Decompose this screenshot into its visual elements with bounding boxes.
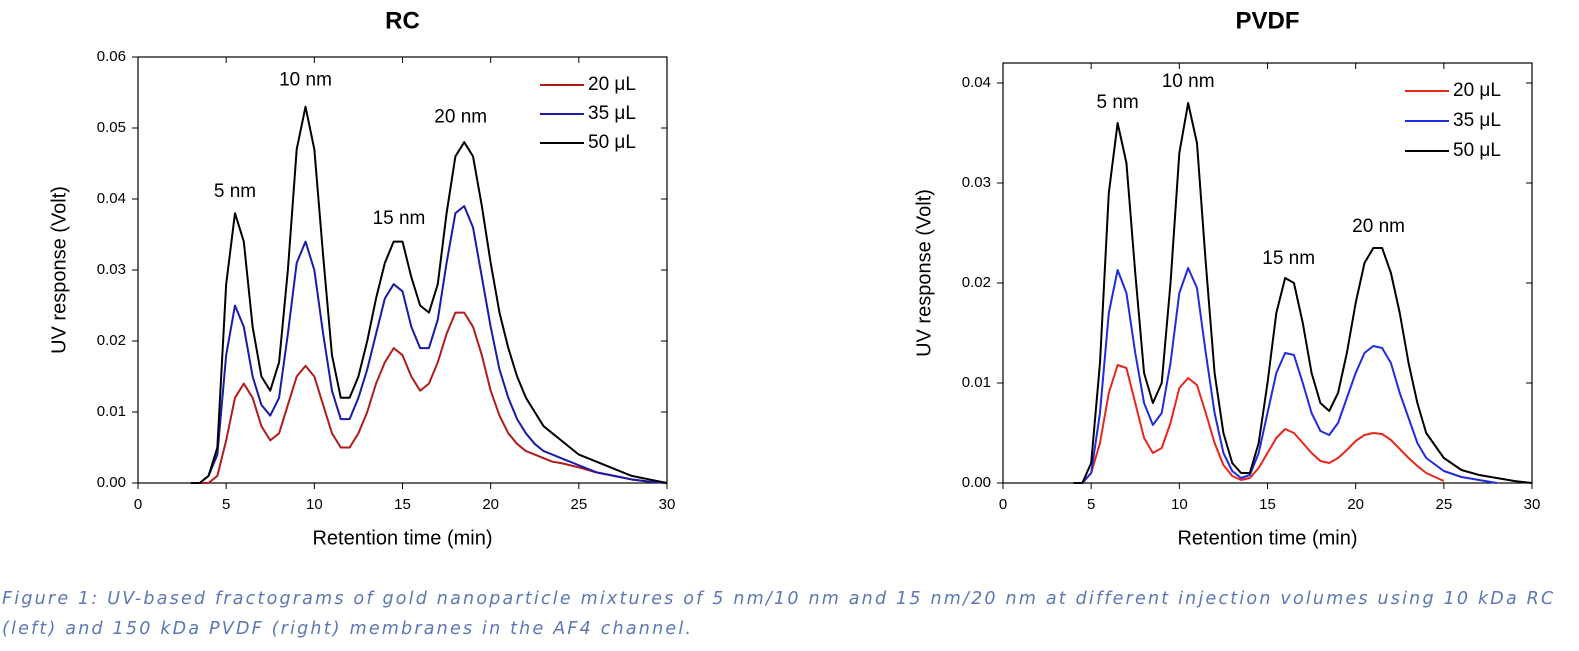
x-tick-label: 0 (134, 496, 142, 513)
y-tick-label: 0.04 (962, 74, 991, 91)
y-tick-label: 0.03 (962, 174, 991, 191)
legend-label: 20 μL (1453, 80, 1501, 101)
y-tick-label: 0.05 (97, 119, 126, 136)
x-tick-label: 10 (1171, 496, 1188, 513)
x-tick-label: 5 (222, 496, 230, 513)
y-axis-label: UV response (Volt) (913, 189, 935, 357)
chart-title: PVDF (1235, 7, 1299, 34)
caption: Figure 1: UV-based fractograms of gold n… (2, 589, 1556, 639)
y-tick-label: 0.03 (97, 261, 126, 278)
x-tick-label: 15 (394, 496, 411, 513)
x-tick-label: 25 (1435, 496, 1452, 513)
series-line (1073, 267, 1497, 484)
series-line (190, 205, 668, 484)
peak-annotation: 15 nm (373, 208, 426, 229)
x-tick-label: 20 (1347, 496, 1364, 513)
y-tick-label: 0.04 (97, 190, 126, 207)
peak-annotation: 15 nm (1262, 248, 1315, 269)
y-tick-label: 0.00 (97, 474, 126, 491)
legend-label: 35 μL (588, 103, 636, 124)
y-tick-label: 0.02 (962, 274, 991, 291)
x-tick-label: 20 (482, 496, 499, 513)
series-line (1073, 364, 1445, 484)
peak-annotation: 10 nm (279, 69, 332, 90)
y-tick-label: 0.00 (962, 474, 991, 491)
y-axis-label: UV response (Volt) (48, 186, 70, 354)
y-tick-label: 0.02 (97, 332, 126, 349)
x-tick-label: 30 (1524, 496, 1541, 513)
series-line (1073, 102, 1533, 484)
x-axis-label: Retention time (min) (312, 527, 492, 549)
x-tick-label: 25 (570, 496, 587, 513)
series-line (190, 311, 668, 484)
legend-label: 50 μL (1453, 140, 1501, 161)
x-tick-label: 15 (1259, 496, 1276, 513)
legend-label: 35 μL (1453, 110, 1501, 131)
figure: RC 0 5 10 15 20 25 30 0.00 0.01 0.02 0.03 0.04 0.05 0.… (48, 7, 1541, 549)
legend-label: 50 μL (588, 132, 636, 153)
peak-annotation: 5 nm (1096, 92, 1138, 113)
peak-annotation: 20 nm (434, 106, 487, 127)
peak-annotation: 10 nm (1162, 71, 1215, 92)
x-tick-label: 5 (1087, 496, 1095, 513)
chart-title: RC (385, 7, 420, 34)
x-axis-label: Retention time (min) (1177, 527, 1357, 549)
y-tick-label: 0.01 (962, 374, 991, 391)
peak-annotation: 20 nm (1352, 216, 1405, 237)
y-tick-label: 0.01 (97, 403, 126, 420)
x-tick-label: 10 (306, 496, 323, 513)
x-tick-label: 0 (999, 496, 1007, 513)
y-tick-label: 0.06 (97, 48, 126, 65)
peak-annotation: 5 nm (214, 181, 256, 202)
legend-label: 20 μL (588, 74, 636, 95)
x-tick-label: 30 (659, 496, 676, 513)
series-line (190, 105, 668, 484)
